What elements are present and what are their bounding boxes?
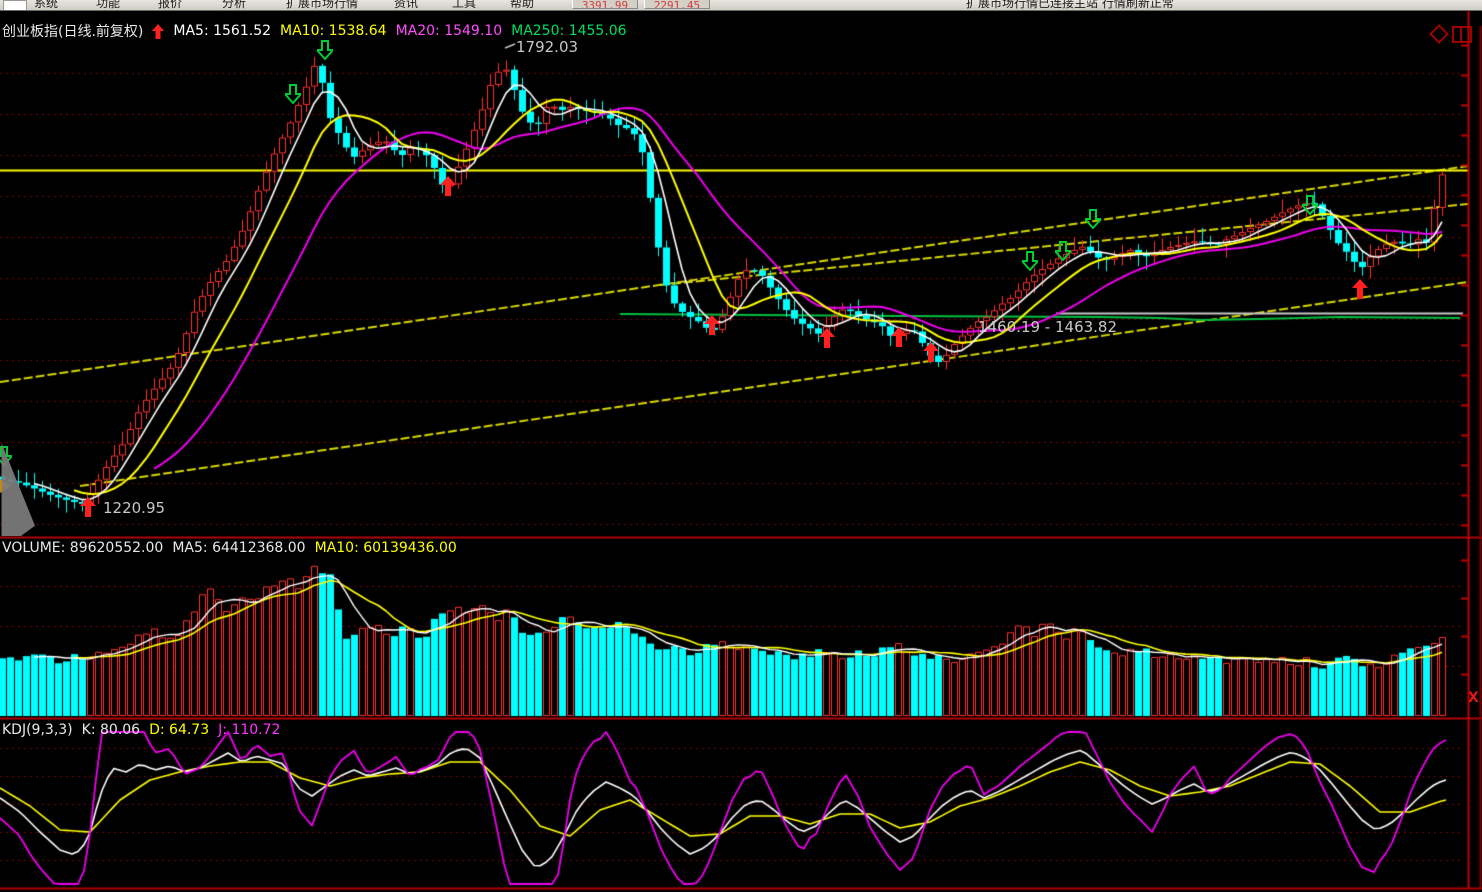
pane-close-icon[interactable]: X xyxy=(1468,690,1479,706)
ma5-label: MA5: 1561.52 xyxy=(173,23,272,39)
menubar: 系统 功能 报价 分析 扩展市场行情 资讯 工具 帮助 3391.99 2291… xyxy=(0,0,1482,11)
index-quote-button-2[interactable]: 2291.45 xyxy=(644,0,710,9)
ma10-label: MA10: 1538.64 xyxy=(280,23,387,39)
volume-header: VOLUME: 89620552.00 MA5: 64412368.00 MA1… xyxy=(2,540,457,556)
index-quote-button-1[interactable]: 3391.99 xyxy=(572,0,638,9)
volume-label: VOLUME: 89620552.00 xyxy=(2,540,164,556)
menu-item-0[interactable]: 系统 xyxy=(34,0,59,10)
app-icon[interactable] xyxy=(3,0,27,10)
volume-ma10-label: MA10: 60139436.00 xyxy=(314,540,457,556)
ma20-label: MA20: 1549.10 xyxy=(395,23,503,39)
menu-item-2[interactable]: 报价 xyxy=(158,0,183,10)
up-trend-icon xyxy=(152,23,165,39)
kdj-j-label: J: 110.72 xyxy=(218,722,281,738)
menu-item-6[interactable]: 工具 xyxy=(452,0,477,10)
menu-item-4[interactable]: 扩展市场行情 xyxy=(286,0,359,10)
window-tile-icon[interactable] xyxy=(1452,26,1472,43)
menu-item-1[interactable]: 功能 xyxy=(96,0,121,10)
kdj-d-label: D: 64.73 xyxy=(149,722,210,738)
price-annotation-gap: 1460.19 - 1463.82 xyxy=(978,318,1118,336)
kdj-header: KDJ(9,3,3) K: 80.06 D: 64.73 J: 110.72 xyxy=(2,722,280,738)
ma250-label: MA250: 1455.06 xyxy=(511,23,627,39)
instrument-title: 创业板指(日线.前复权) xyxy=(2,24,144,40)
main-chart-header: 创业板指(日线.前复权) MA5: 1561.52 MA10: 1538.64 … xyxy=(2,21,627,41)
menu-item-5[interactable]: 资讯 xyxy=(394,0,419,10)
price-annotation-high: 1792.03 xyxy=(516,38,579,56)
menu-item-3[interactable]: 分析 xyxy=(222,0,247,10)
kdj-k-label: K: 80.06 xyxy=(81,722,141,738)
menubar-status-text: 扩展市场行情已连接主站 行情刷新正常 xyxy=(966,0,1174,10)
price-annotation-low: 1220.95 xyxy=(103,499,166,517)
volume-ma5-label: MA5: 64412368.00 xyxy=(172,540,306,556)
menu-item-7[interactable]: 帮助 xyxy=(510,0,535,10)
kdj-title: KDJ(9,3,3) xyxy=(2,722,73,738)
